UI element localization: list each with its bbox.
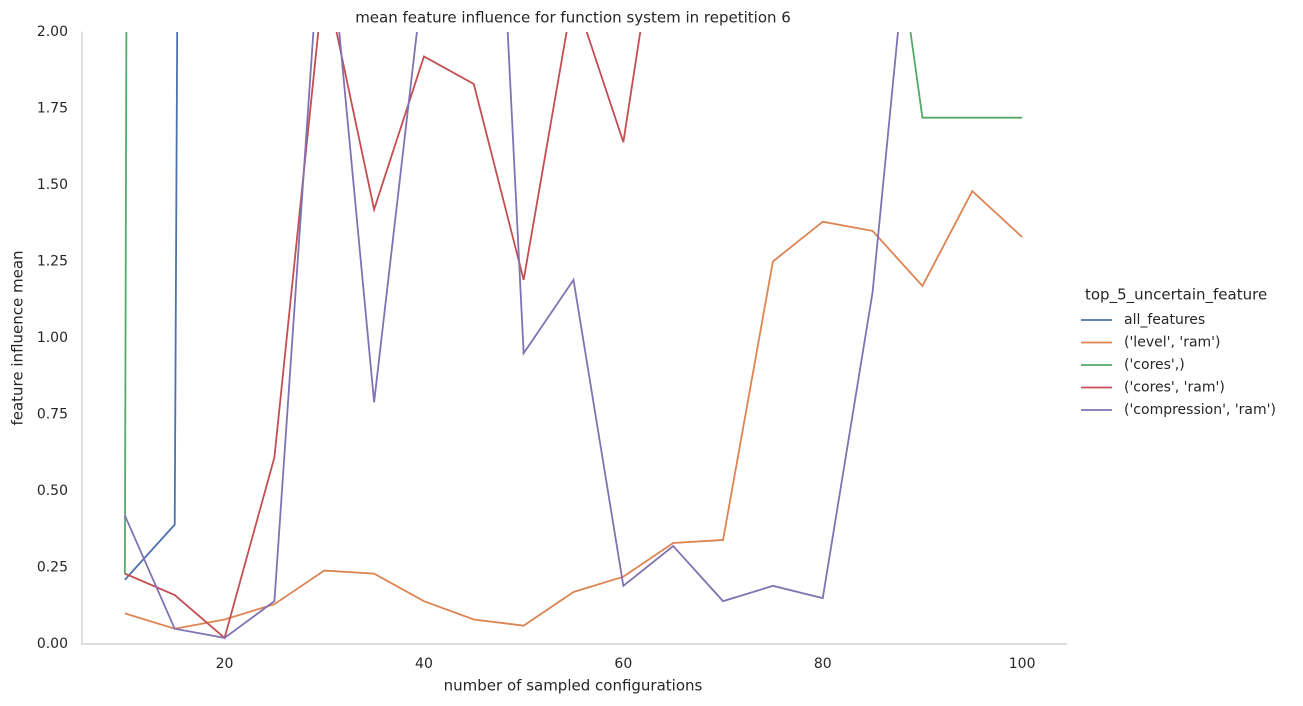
y-tick-label: 2.00	[37, 24, 68, 40]
legend-label: ('level', 'ram')	[1124, 335, 1220, 351]
line-series	[123, 32, 1023, 574]
x-tick-label: 100	[1009, 656, 1036, 672]
y-tick-label: 0.25	[37, 560, 68, 576]
legend-label: ('cores', 'ram')	[1124, 380, 1225, 396]
x-tick-label: 80	[814, 656, 832, 672]
x-tick-label: 20	[216, 656, 234, 672]
y-tick-label: 1.25	[37, 254, 68, 270]
plot-area	[123, 32, 1023, 640]
x-tick-label: 60	[614, 656, 632, 672]
y-tick-label: 1.00	[37, 330, 68, 346]
y-tick-label: 0.00	[37, 636, 68, 652]
y-tick-label: 0.75	[37, 407, 68, 423]
x-axis-label: number of sampled configurations	[444, 677, 703, 695]
x-tick-label: 40	[415, 656, 433, 672]
legend-label: ('cores',)	[1124, 357, 1185, 373]
y-tick-label: 1.50	[37, 177, 68, 193]
chart-title: mean feature influence for function syst…	[355, 9, 791, 27]
y-tick-label: 0.50	[37, 483, 68, 499]
line-series	[124, 32, 899, 639]
legend-label: ('compression', 'ram')	[1124, 402, 1276, 418]
y-axis-label: feature influence mean	[9, 250, 27, 425]
y-tick-label: 1.75	[37, 101, 68, 117]
line-series	[124, 32, 642, 640]
line-series	[124, 32, 179, 581]
legend-title: top_5_uncertain_feature	[1085, 286, 1267, 305]
line-series	[124, 189, 1023, 630]
legend-label: all_features	[1124, 312, 1205, 328]
